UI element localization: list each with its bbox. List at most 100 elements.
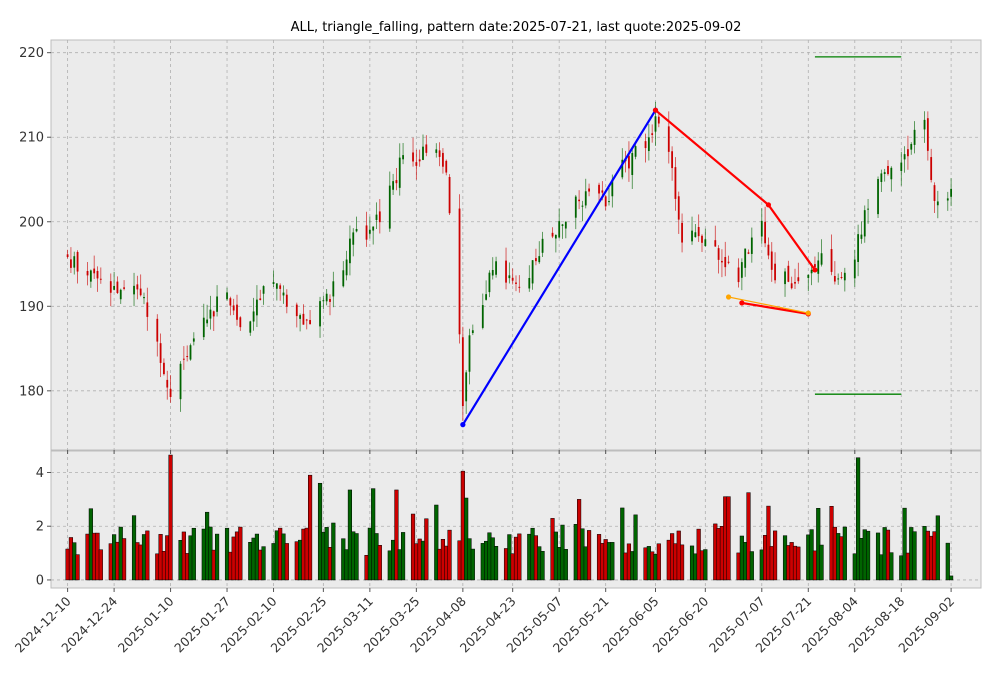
candle-body — [750, 237, 753, 254]
candle-body — [202, 317, 205, 338]
candle-body — [295, 304, 298, 317]
volume-bar — [517, 533, 522, 581]
volume-bar — [726, 496, 731, 581]
candle-body — [820, 253, 823, 265]
candle-body — [70, 259, 72, 268]
candle-body — [797, 277, 800, 282]
candle-body — [634, 146, 637, 157]
candle-body — [541, 238, 544, 253]
candle-body — [468, 335, 471, 372]
candle-body — [807, 274, 810, 278]
candle-body — [833, 276, 836, 282]
candle-body — [319, 301, 321, 327]
candle-body — [551, 232, 554, 237]
candle-body — [528, 277, 531, 289]
horizontal-levels — [814, 56, 902, 395]
candle-body — [146, 302, 149, 317]
price-y-tick-label: 220 — [19, 46, 44, 61]
price-y-tick-label: 190 — [19, 300, 44, 315]
candle-body — [375, 214, 378, 221]
pattern-point — [652, 107, 659, 113]
candle-body — [558, 221, 561, 238]
candle-body — [119, 289, 122, 300]
candle-body — [232, 305, 235, 311]
candle-body — [604, 196, 607, 207]
candle-body — [116, 281, 119, 293]
candle-body — [644, 141, 647, 149]
candle-body — [299, 315, 302, 319]
volume-bar — [945, 542, 950, 581]
candle-body — [887, 165, 889, 175]
candle-body — [671, 151, 674, 169]
candle-body — [156, 318, 159, 342]
candle-body — [226, 292, 228, 300]
volume-bar — [935, 515, 940, 581]
volume-bar — [610, 542, 615, 581]
candle-body — [883, 172, 886, 175]
candle-body — [445, 160, 448, 173]
volume-bar — [746, 492, 751, 581]
volume-bar — [493, 545, 499, 581]
candle-body — [392, 181, 395, 190]
candle-body — [182, 358, 185, 360]
volume-bar — [307, 474, 313, 581]
candle-body — [418, 159, 421, 162]
candle-body — [727, 261, 730, 263]
candle-body — [398, 157, 401, 188]
volume-bar — [98, 549, 103, 581]
candle-body — [677, 196, 680, 220]
candle-body — [737, 267, 740, 283]
candle-body — [96, 270, 99, 279]
candle-body — [275, 283, 278, 289]
candle-body — [714, 240, 717, 247]
candle-body — [305, 319, 308, 321]
candle-body — [388, 185, 391, 229]
candle-body — [279, 285, 282, 289]
candle-body — [654, 116, 657, 132]
candle-body — [302, 313, 305, 325]
candle-body — [309, 320, 311, 325]
candle-body — [531, 260, 534, 284]
candle-body — [448, 177, 451, 214]
candle-body — [209, 309, 212, 319]
candle-body — [461, 337, 464, 407]
volume-bar — [377, 545, 382, 581]
volume-bar — [819, 544, 824, 581]
candle-body — [621, 159, 624, 178]
volume-bar — [331, 522, 336, 581]
candle-body — [764, 221, 767, 244]
volume-bar — [656, 543, 661, 581]
candle-body — [697, 227, 700, 237]
candle-body — [256, 299, 258, 316]
candle-body — [325, 293, 328, 302]
price-y-tick-label: 180 — [19, 384, 44, 399]
volume-bar — [317, 482, 323, 581]
candle-body — [903, 154, 906, 160]
pattern-point — [765, 202, 772, 208]
candle-body — [345, 259, 348, 276]
candle-body — [192, 338, 195, 342]
volume-bar — [214, 533, 220, 581]
volume-bar — [261, 546, 266, 581]
candle-body — [647, 137, 650, 152]
candle-body — [578, 199, 581, 202]
candle-body — [721, 260, 723, 263]
candle-body — [843, 272, 846, 281]
volume-bar — [679, 544, 685, 581]
candle-body — [285, 294, 288, 307]
candle-body — [229, 298, 232, 306]
candle-body — [837, 278, 840, 280]
volume-bar — [912, 531, 917, 581]
candle-body — [744, 248, 747, 268]
candle-body — [740, 262, 743, 278]
volume-bar — [145, 530, 150, 581]
volume-bar — [424, 518, 429, 581]
candle-body — [415, 162, 418, 166]
volume-bar — [703, 549, 708, 581]
candle-body — [910, 143, 913, 150]
candle-body — [774, 263, 776, 281]
candle-body — [724, 256, 727, 268]
price-y-tick-label: 200 — [19, 215, 44, 230]
pattern-line — [461, 109, 657, 426]
candle-body — [66, 254, 69, 258]
